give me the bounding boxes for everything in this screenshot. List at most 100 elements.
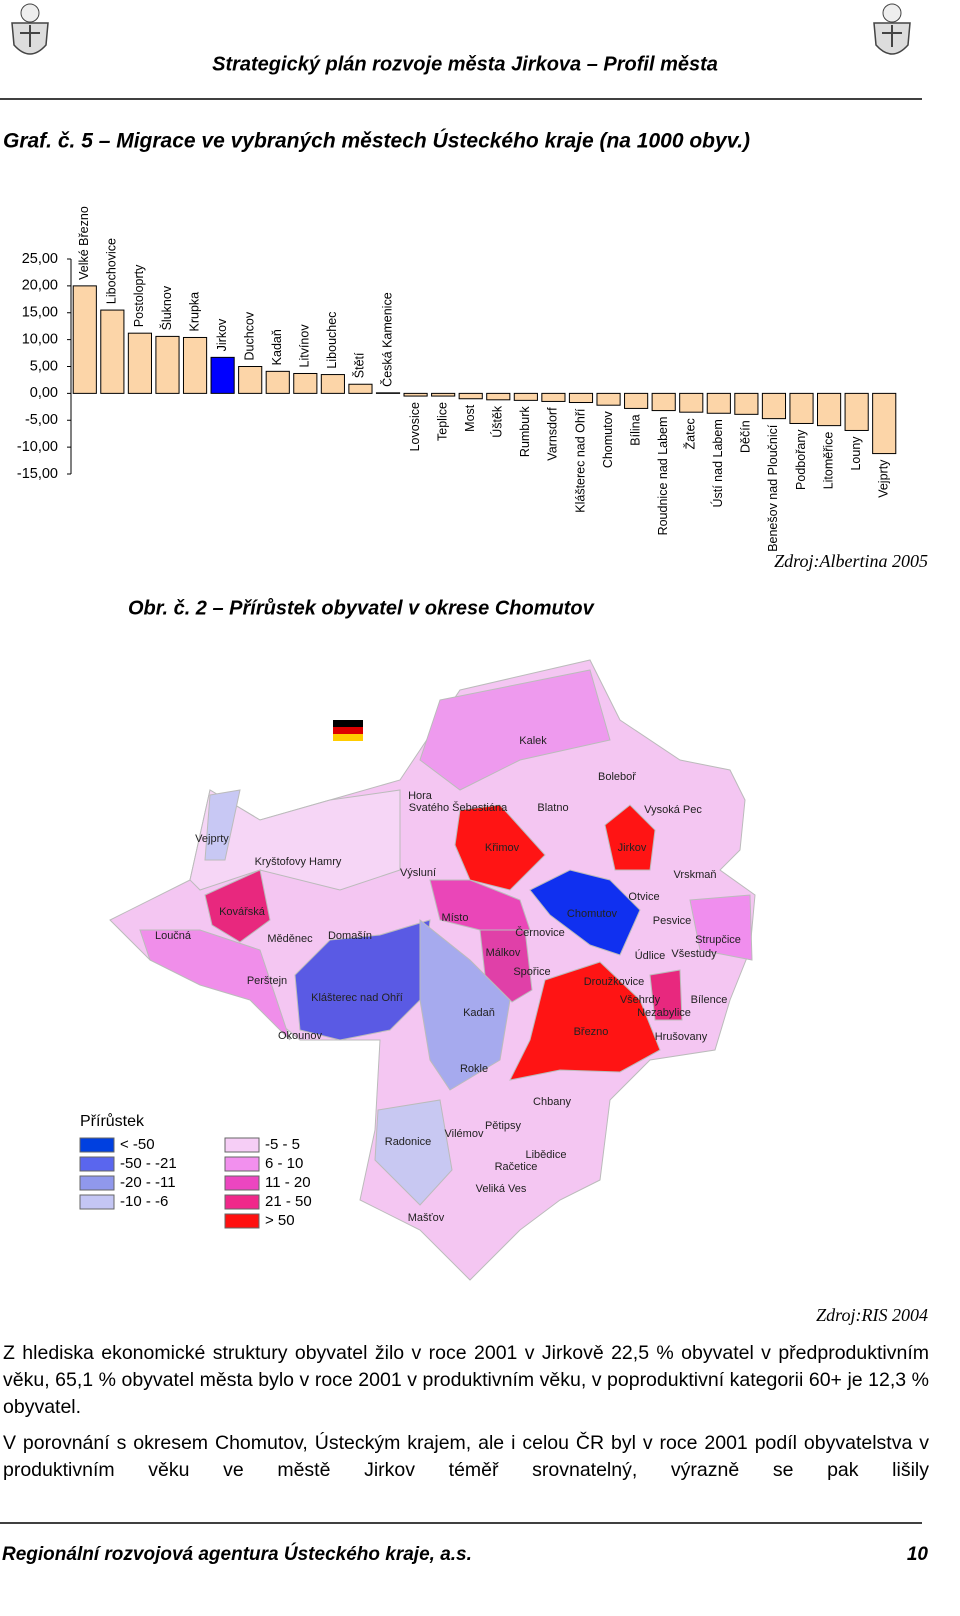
x-tick-label: Roudnice nad Labem xyxy=(656,417,670,536)
y-tick-label: 15,00 xyxy=(22,305,58,321)
x-tick-label: Louny xyxy=(849,436,863,471)
bar xyxy=(210,356,235,394)
x-tick-label: Libouchec xyxy=(325,312,339,369)
place-label: Hora xyxy=(408,790,433,802)
bar xyxy=(127,332,152,394)
bar xyxy=(458,392,483,400)
map-region xyxy=(479,929,533,1003)
x-tick-label: Jirkov xyxy=(215,318,229,351)
map-title: Obr. č. 2 – Přírůstek obyvatel v okrese … xyxy=(128,597,596,619)
place-label: Kadaň xyxy=(463,1007,495,1019)
legend-label: > 50 xyxy=(265,1212,295,1229)
bar xyxy=(100,309,125,394)
place-label: Místo xyxy=(442,912,469,924)
x-tick-label: Teplice xyxy=(435,402,449,441)
chart-title: Graf. č. 5 – Migrace ve vybraných městec… xyxy=(3,129,750,153)
bar xyxy=(568,392,594,404)
place-label: Vysoká Pec xyxy=(644,804,702,816)
map-region xyxy=(689,894,753,961)
map-region xyxy=(204,789,241,861)
legend-swatch xyxy=(224,1213,260,1229)
legend-swatch xyxy=(79,1175,115,1191)
bar xyxy=(734,392,759,415)
legend-title: Přírůstek xyxy=(80,1112,145,1130)
map-region xyxy=(374,1099,453,1206)
map-region xyxy=(604,804,656,871)
bar xyxy=(293,372,318,394)
place-label: Pětipsy xyxy=(485,1120,522,1132)
legend-swatch xyxy=(79,1194,115,1210)
map-region xyxy=(419,669,611,791)
place-label: Chbany xyxy=(533,1096,571,1108)
map-region xyxy=(139,929,291,1041)
place-label: Blatno xyxy=(537,802,568,814)
place-label: Mašťov xyxy=(408,1212,445,1224)
place-label: Vejprty xyxy=(195,833,229,845)
legend-label: 21 - 50 xyxy=(265,1193,312,1210)
x-tick-label: Žatec xyxy=(683,418,698,449)
legend-label: -20 - -11 xyxy=(120,1174,176,1191)
place-label: Klášterec nad Ohří xyxy=(311,992,403,1004)
y-tick-label: 25,00 xyxy=(22,251,58,267)
bar xyxy=(844,392,869,431)
place-label: Boleboř xyxy=(598,771,636,783)
chart-source: Zdroj:Albertina 2005 xyxy=(774,551,928,571)
bar xyxy=(872,392,897,455)
legend-swatch xyxy=(224,1175,260,1191)
map-region xyxy=(529,869,641,956)
x-tick-label: Česká Kamenice xyxy=(379,292,394,387)
x-tick-label: Litvínov xyxy=(298,324,312,368)
y-tick-label: -15,00 xyxy=(17,466,58,482)
bar xyxy=(182,336,208,394)
y-tick-label: 0,00 xyxy=(30,385,58,401)
paragraph: V porovnání s okresem Chomutov, Ústeckým… xyxy=(3,1432,929,1481)
place-label: Kovářská xyxy=(219,906,266,918)
place-label: Strupčice xyxy=(695,934,741,946)
place-label: Spořice xyxy=(513,966,550,978)
x-tick-label: Rumburk xyxy=(518,406,532,457)
place-label: Vilémov xyxy=(445,1128,484,1140)
header-title: Strategický plán rozvoje města Jirkova –… xyxy=(212,53,718,75)
page-number: 10 xyxy=(907,1544,929,1565)
place-label: Všehrdy xyxy=(620,994,661,1006)
place-label: Libědice xyxy=(526,1149,567,1161)
place-label: Loučná xyxy=(155,930,192,942)
x-tick-label: Kadaň xyxy=(270,329,284,365)
place-label: Měděnec xyxy=(267,933,313,945)
place-label: Rokle xyxy=(460,1063,488,1075)
x-tick-label: Varnsdorf xyxy=(546,407,560,461)
x-tick-label: Velké Březno xyxy=(77,206,91,280)
place-label: Račetice xyxy=(495,1161,538,1173)
y-tick-label: 20,00 xyxy=(22,278,58,294)
bar xyxy=(265,370,290,394)
place-label: Perštejn xyxy=(247,975,287,987)
bar xyxy=(541,392,566,402)
y-tick-label: 10,00 xyxy=(22,331,58,347)
x-tick-label: Štětí xyxy=(352,352,367,378)
bar xyxy=(320,374,345,394)
x-tick-label: Lovosice xyxy=(408,402,422,451)
place-label: Všestudy xyxy=(671,948,717,960)
y-tick-label: -5,00 xyxy=(25,412,58,428)
bar xyxy=(596,392,621,406)
x-tick-label: Úštěk xyxy=(490,405,505,438)
place-label: Vrskmaň xyxy=(674,869,717,881)
map xyxy=(109,659,756,1281)
x-tick-label: Chomutov xyxy=(601,410,615,468)
bar xyxy=(706,392,731,414)
bar xyxy=(238,366,263,394)
place-label: Kryštofovy Hamry xyxy=(255,856,342,868)
legend-swatch xyxy=(79,1156,115,1172)
x-tick-label: Duchcov xyxy=(242,311,256,360)
bar xyxy=(789,392,814,424)
place-label: Jirkov xyxy=(618,842,647,854)
place-label: Křimov xyxy=(485,842,520,854)
place-label: Chomutov xyxy=(567,908,618,920)
map-region xyxy=(454,804,546,891)
bar xyxy=(513,392,538,401)
place-label: Droužkovice xyxy=(584,976,645,988)
bar xyxy=(651,392,676,412)
bar xyxy=(679,392,704,413)
legend-label: 6 - 10 xyxy=(265,1155,303,1172)
legend-swatch xyxy=(224,1156,260,1172)
